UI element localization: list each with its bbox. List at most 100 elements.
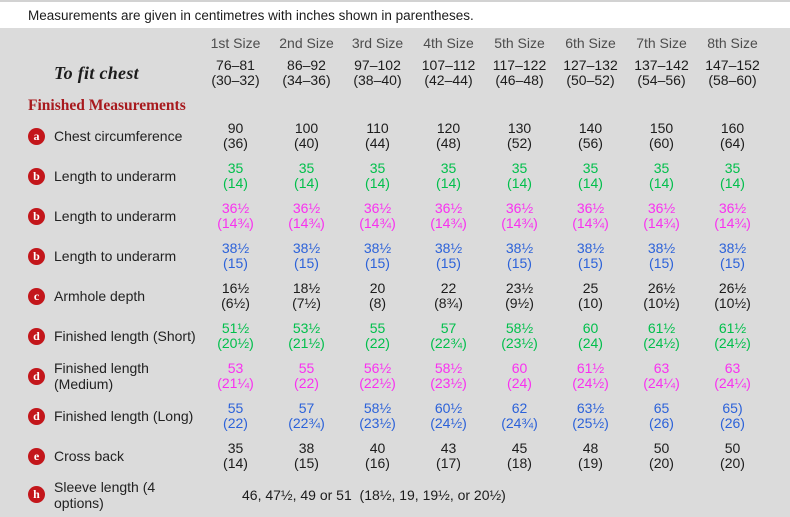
measurement-value-cell: 56½ (22½): [342, 361, 413, 391]
value-cm: 62: [511, 400, 528, 416]
measurement-value-cell: 35 (14): [626, 161, 697, 191]
measurement-value-cell: 50 (20): [626, 441, 697, 471]
value-cm: 60: [511, 360, 528, 376]
value-cm: 35: [440, 160, 457, 176]
value-inches: (10): [578, 295, 603, 311]
measurement-value-cell: 35 (14): [200, 161, 271, 191]
value-inches: (15): [436, 255, 461, 271]
measurement-row: e Cross back 35 (14) 38 (15) 40 (16) 43 …: [0, 436, 790, 476]
value-inches: (15): [294, 455, 319, 471]
value-inches: (7½): [292, 295, 321, 311]
measurement-value-cell: 23½ (9½): [484, 281, 555, 311]
row-label: Finished length (Short): [54, 328, 196, 344]
measurement-value-cell: 160 (64): [697, 121, 768, 151]
value-inches: (54–56): [637, 72, 686, 88]
measurement-value-cell: 130 (52): [484, 121, 555, 151]
value-cm: 38½: [363, 240, 392, 256]
value-inches: (25½): [572, 415, 609, 431]
row-label-cell: c Armhole depth: [28, 287, 200, 305]
value-cm: 36½: [221, 200, 250, 216]
measurement-value-cell: 38½ (15): [484, 241, 555, 271]
value-inches: (60): [649, 135, 674, 151]
value-cm: 36½: [576, 200, 605, 216]
value-cm: 35: [227, 160, 244, 176]
value-inches: (15): [578, 255, 603, 271]
measurement-value-cell: 58½ (23½): [484, 321, 555, 351]
row-label-cell: b Length to underarm: [28, 167, 200, 185]
value-inches: (14¾): [359, 215, 396, 231]
row-label-cell: a Chest circumference: [28, 127, 200, 145]
value-cm: 110: [366, 120, 389, 136]
value-inches: (8): [368, 295, 387, 311]
value-cm: 16½: [221, 280, 250, 296]
to-fit-chest-value-cell: 97–102 (38–40): [342, 58, 413, 88]
value-inches: (44): [365, 135, 390, 151]
value-inches: (24): [578, 335, 603, 351]
measurement-value-cell: 61½ (24½): [697, 321, 768, 351]
measurement-row: b Length to underarm 35 (14) 35 (14) 35 …: [0, 156, 790, 196]
size-column-header: 7th Size: [636, 35, 687, 51]
row-label: Chest circumference: [54, 128, 183, 144]
measurement-value-cell: 60 (24): [555, 321, 626, 351]
value-inches: (26): [720, 415, 745, 431]
measurement-value-cell: 35 (14): [555, 161, 626, 191]
value-cm: 35: [298, 160, 315, 176]
value-inches: (14): [436, 175, 461, 191]
value-cm: 18½: [292, 280, 321, 296]
value-inches: (23½): [430, 375, 467, 391]
value-inches: (24¾): [501, 415, 538, 431]
value-inches: (15): [649, 255, 674, 271]
value-cm: 61½: [576, 360, 605, 376]
measurement-value-cell: 38 (15): [271, 441, 342, 471]
row-letter-badge: c: [28, 287, 45, 305]
measurement-value-cell: 51½ (20½): [200, 321, 271, 351]
value-inches: (14): [649, 175, 674, 191]
value-inches: (23½): [501, 335, 538, 351]
value-cm: 63½: [576, 400, 605, 416]
row-label: Length to underarm: [54, 248, 177, 264]
value-cm: 35: [227, 440, 244, 456]
value-cm: 35: [511, 160, 528, 176]
measurement-value-cell: 120 (48): [413, 121, 484, 151]
value-cm: 130: [507, 120, 532, 136]
measurement-value-cell: 35 (14): [271, 161, 342, 191]
value-cm: 36½: [505, 200, 534, 216]
size-column-header: 2nd Size: [279, 35, 334, 51]
value-inches: (14): [365, 175, 390, 191]
value-cm: 36½: [363, 200, 392, 216]
value-inches: (20): [720, 455, 745, 471]
measurement-value-cell: 26½ (10½): [697, 281, 768, 311]
measurement-value-cell: 36½ (14¾): [484, 201, 555, 231]
measurement-value-cell: 38½ (15): [413, 241, 484, 271]
row-label-cell: d Finished length (Long): [28, 407, 200, 425]
row-letter-badge: d: [28, 327, 45, 345]
value-inches: (19): [578, 455, 603, 471]
value-inches: (24½): [572, 375, 609, 391]
value-cm: 26½: [718, 280, 747, 296]
measurement-value-cell: 36½ (14¾): [413, 201, 484, 231]
value-cm: 150: [649, 120, 674, 136]
value-cm: 58½: [363, 400, 392, 416]
measurement-value-cell: 40 (16): [342, 441, 413, 471]
to-fit-chest-value-cell: 76–81 (30–32): [200, 58, 271, 88]
row-label: Length to underarm: [54, 168, 177, 184]
value-cm: 58½: [434, 360, 463, 376]
value-cm: 23½: [505, 280, 534, 296]
finished-measurements-heading: Finished Measurements: [28, 97, 186, 114]
measurement-value-cell: 65 (26): [626, 401, 697, 431]
value-inches: (10½): [714, 295, 751, 311]
measurement-row: d Finished length (Medium) 53 (21¼) 55 (…: [0, 356, 790, 396]
value-inches: (58–60): [708, 72, 757, 88]
value-inches: (14): [578, 175, 603, 191]
value-inches: (22¾): [288, 415, 325, 431]
value-inches: (24½): [430, 415, 467, 431]
value-cm: 25: [582, 280, 599, 296]
measurement-value-cell: 55 (22): [342, 321, 413, 351]
value-cm: 22: [440, 280, 457, 296]
value-inches: (22): [223, 415, 248, 431]
measurement-value-cell: 62 (24¾): [484, 401, 555, 431]
measurement-value-cell: 110 (44): [342, 121, 413, 151]
value-inches: (24): [507, 375, 532, 391]
value-cm: 60: [582, 320, 599, 336]
measurement-value-cell: 60½ (24½): [413, 401, 484, 431]
